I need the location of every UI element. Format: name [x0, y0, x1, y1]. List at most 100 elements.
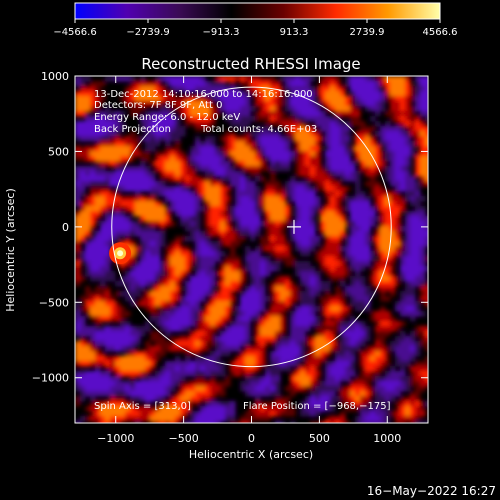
- heatmap-cell: [335, 371, 341, 377]
- heatmap-cell: [190, 81, 196, 87]
- heatmap-cell: [150, 236, 156, 242]
- heatmap-cell: [250, 416, 256, 422]
- heatmap-cell: [360, 101, 366, 107]
- heatmap-cell: [110, 236, 116, 242]
- heatmap-cell: [95, 151, 101, 157]
- heatmap-cell: [235, 91, 241, 97]
- heatmap-cell: [410, 401, 416, 407]
- heatmap-cell: [385, 146, 391, 152]
- heatmap-cell: [240, 196, 246, 202]
- heatmap-cell: [175, 281, 181, 287]
- heatmap-cell: [125, 231, 131, 237]
- heatmap-cell: [85, 131, 91, 137]
- heatmap-cell: [220, 271, 226, 277]
- heatmap-cell: [155, 256, 161, 262]
- heatmap-cell: [340, 121, 346, 127]
- heatmap-cell: [330, 341, 336, 347]
- heatmap-cell: [420, 266, 426, 272]
- heatmap-cell: [245, 391, 251, 397]
- heatmap-cell: [165, 361, 171, 367]
- heatmap-cell: [360, 146, 366, 152]
- heatmap-cell: [135, 271, 141, 277]
- heatmap-cell: [385, 241, 391, 247]
- heatmap-cell: [340, 301, 346, 307]
- heatmap-cell: [120, 151, 126, 157]
- heatmap-cell: [410, 151, 416, 157]
- heatmap-cell: [330, 91, 336, 97]
- heatmap-cell: [395, 131, 401, 137]
- heatmap-cell: [325, 226, 331, 232]
- heatmap-cell: [220, 391, 226, 397]
- heatmap-cell: [185, 411, 191, 417]
- heatmap-cell: [290, 116, 296, 122]
- heatmap-cell: [205, 211, 211, 217]
- heatmap-cell: [240, 361, 246, 367]
- heatmap-cell: [385, 156, 391, 162]
- heatmap-cell: [235, 191, 241, 197]
- heatmap-cell: [335, 221, 341, 227]
- heatmap-cell: [285, 81, 291, 87]
- heatmap-cell: [305, 306, 311, 312]
- heatmap-cell: [335, 421, 341, 423]
- heatmap-cell: [295, 121, 301, 127]
- heatmap-cell: [165, 311, 171, 317]
- heatmap-cell: [290, 151, 296, 157]
- heatmap-cell: [415, 206, 421, 212]
- heatmap-cell: [225, 276, 231, 282]
- heatmap-cell: [425, 101, 428, 107]
- heatmap-cell: [405, 221, 411, 227]
- heatmap-cell: [340, 371, 346, 377]
- heatmap-cell: [120, 146, 126, 152]
- heatmap-cell: [95, 186, 101, 192]
- heatmap-cell: [80, 276, 86, 282]
- heatmap-cell: [220, 231, 226, 237]
- heatmap-cell: [225, 331, 231, 337]
- heatmap-cell: [410, 211, 416, 217]
- heatmap-cell: [200, 386, 206, 392]
- heatmap-cell: [210, 331, 216, 337]
- heatmap-cell: [390, 106, 396, 112]
- heatmap-cell: [110, 301, 116, 307]
- heatmap-cell: [240, 381, 246, 387]
- heatmap-cell: [115, 346, 121, 352]
- heatmap-cell: [205, 226, 211, 232]
- heatmap-cell: [115, 361, 121, 367]
- heatmap-cell: [325, 151, 331, 157]
- heatmap-cell: [325, 146, 331, 152]
- heatmap-cell: [420, 361, 426, 367]
- heatmap-cell: [345, 246, 351, 252]
- heatmap-cell: [385, 76, 391, 82]
- heatmap-cell: [140, 396, 146, 402]
- heatmap-cell: [125, 286, 131, 292]
- heatmap-cell: [100, 416, 106, 422]
- heatmap-cell: [410, 311, 416, 317]
- heatmap-cell: [190, 321, 196, 327]
- heatmap-cell: [185, 256, 191, 262]
- heatmap-cell: [290, 291, 296, 297]
- heatmap-cell: [155, 231, 161, 237]
- heatmap-cell: [95, 381, 101, 387]
- heatmap-cell: [185, 236, 191, 242]
- heatmap-cell: [295, 381, 301, 387]
- heatmap-cell: [240, 206, 246, 212]
- heatmap-cell: [395, 241, 401, 247]
- heatmap-cell: [365, 166, 371, 172]
- heatmap-cell: [175, 96, 181, 102]
- heatmap-cell: [140, 251, 146, 257]
- heatmap-cell: [90, 86, 96, 92]
- heatmap-cell: [420, 291, 426, 297]
- heatmap-cell: [115, 171, 121, 177]
- heatmap-cell: [345, 236, 351, 242]
- heatmap-cell: [175, 271, 181, 277]
- heatmap-cell: [145, 126, 151, 132]
- heatmap-cell: [290, 81, 296, 87]
- heatmap-cell: [305, 171, 311, 177]
- heatmap-cell: [170, 386, 176, 392]
- heatmap-cell: [200, 191, 206, 197]
- heatmap-cell: [270, 326, 276, 332]
- heatmap-cell: [95, 216, 101, 222]
- heatmap-cell: [155, 86, 161, 92]
- heatmap-cell: [380, 406, 386, 412]
- heatmap-cell: [225, 341, 231, 347]
- heatmap-cell: [75, 351, 81, 357]
